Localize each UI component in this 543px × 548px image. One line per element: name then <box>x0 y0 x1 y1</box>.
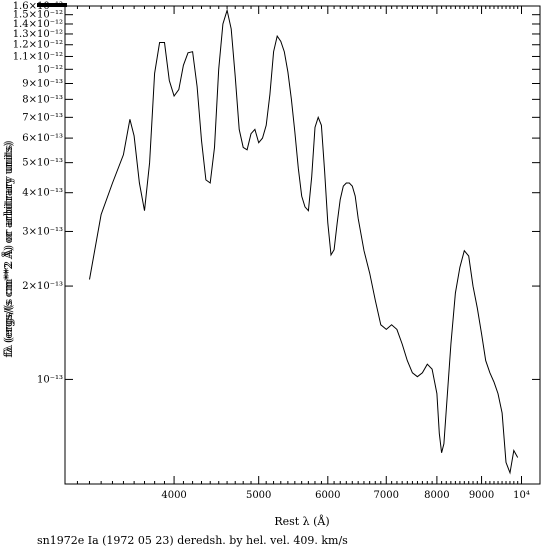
caption: sn1972e Ia (1972 05 23) deredsh. by hel.… <box>37 534 348 547</box>
y-tick-label: 1.6×10⁻¹² <box>13 1 63 12</box>
x-tick-label: 6000 <box>315 490 340 501</box>
y-tick-label: 1.1×10⁻¹² <box>13 51 63 62</box>
x-tick-label: 8000 <box>424 490 449 501</box>
y-tick-label: 6×10⁻¹³ <box>22 133 63 144</box>
x-tick-label: 10⁴ <box>513 490 530 501</box>
y-tick-label: 4×10⁻¹³ <box>22 188 63 199</box>
top-axis-bar <box>37 3 67 7</box>
y-tick-label: 7×10⁻¹³ <box>22 112 63 123</box>
y-tick-label: 5×10⁻¹³ <box>22 158 63 169</box>
y-tick-label: 8×10⁻¹³ <box>22 94 63 105</box>
y-tick-label: 2×10⁻¹³ <box>22 281 63 292</box>
x-tick-label: 4000 <box>161 490 186 501</box>
y-tick-label: 1.2×10⁻¹² <box>13 40 63 51</box>
y-tick-label: 10⁻¹³ <box>37 374 63 385</box>
y-axis-ticks: 1.6×10⁻¹²1.5×10⁻¹²1.4×10⁻¹²1.3×10⁻¹²1.2×… <box>13 1 540 385</box>
y-tick-label: 10⁻¹² <box>37 64 63 75</box>
y-tick-label: 3×10⁻¹³ <box>22 226 63 237</box>
x-tick-label: 7000 <box>374 490 399 501</box>
x-tick-label: 5000 <box>246 490 271 501</box>
y-tick-label: 9×10⁻¹³ <box>22 78 63 89</box>
spectrum-line <box>89 8 519 475</box>
y-tick-label: 1.4×10⁻¹² <box>13 19 63 30</box>
y-axis-title-overlay: fλ (ergs/(s cm**2 Å) or arbitrary units) <box>1 140 15 355</box>
x-axis-title: Rest λ (Å) <box>274 514 329 528</box>
x-axis-ticks: 4000 5000 6000 7000 8000 9000 10⁴ <box>76 6 530 501</box>
y-axis-title: fλ (ergs/(s cm**2 Å) or arbitrary units) <box>1 142 15 357</box>
y-tick-label: 1.3×10⁻¹² <box>13 29 63 40</box>
plot-frame <box>64 5 541 485</box>
x-tick-label: 9000 <box>469 490 494 501</box>
y-tick-label: 1.5×10⁻¹² <box>13 10 63 21</box>
